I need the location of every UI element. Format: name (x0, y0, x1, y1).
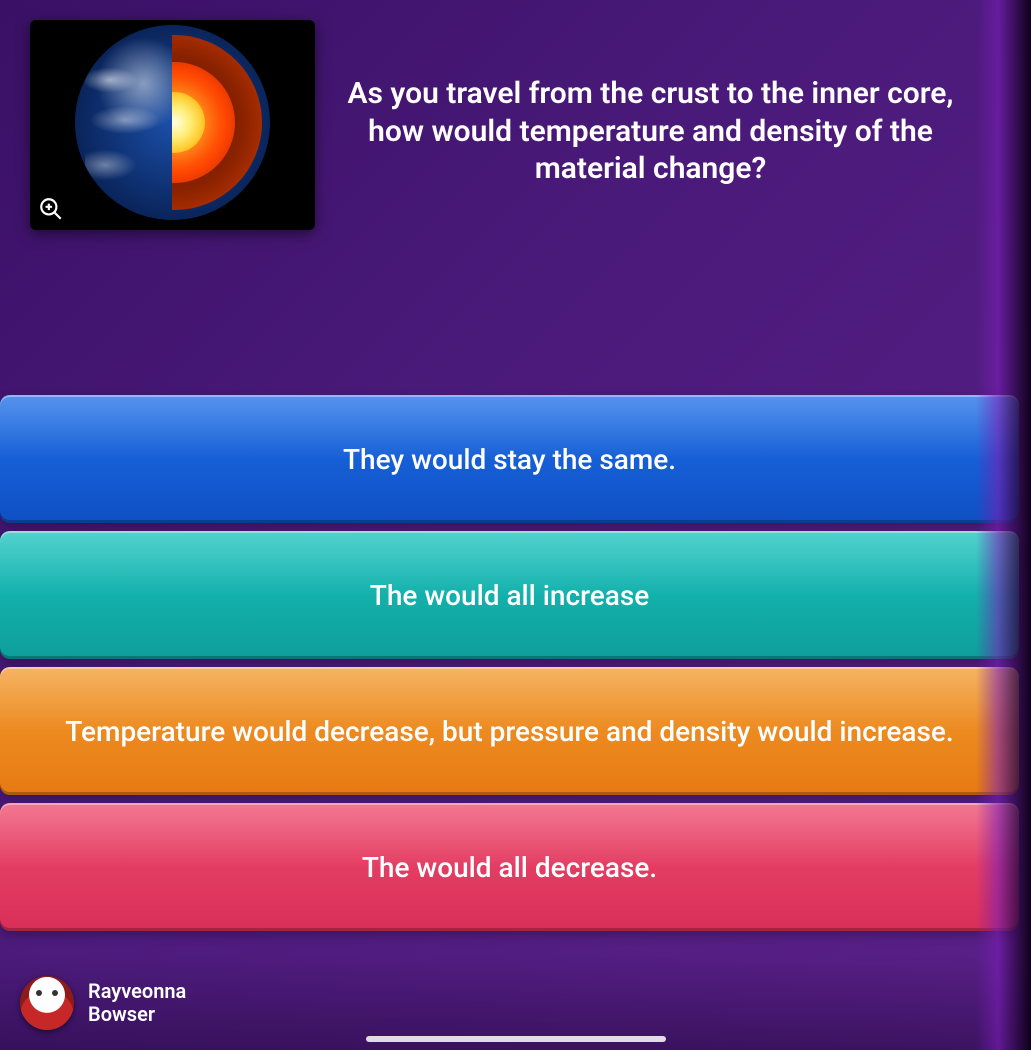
question-area: As you travel from the crust to the inne… (0, 0, 1031, 395)
player-name: Rayveonna Bowser (88, 980, 186, 1026)
answer-option-2[interactable]: The would all increase (0, 531, 1019, 659)
answer-option-label: Temperature would decrease, but pressure… (65, 715, 953, 748)
player-footer: Rayveonna Bowser (0, 955, 1031, 1050)
player-name-line1: Rayveonna (88, 980, 186, 1003)
answer-option-label: They would stay the same. (343, 443, 676, 476)
answer-option-4[interactable]: The would all decrease. (0, 803, 1019, 931)
player-avatar[interactable] (20, 976, 74, 1030)
earth-illustration (75, 25, 270, 220)
answer-option-3[interactable]: Temperature would decrease, but pressure… (0, 667, 1019, 795)
home-indicator[interactable] (366, 1036, 666, 1042)
question-image[interactable] (30, 20, 315, 230)
question-text: As you travel from the crust to the inne… (340, 20, 991, 188)
quiz-screen: As you travel from the crust to the inne… (0, 0, 1031, 1050)
answer-option-label: The would all increase (370, 579, 650, 612)
answer-list: They would stay the same. The would all … (0, 395, 1031, 931)
answer-option-label: The would all decrease. (362, 851, 657, 884)
zoom-in-icon[interactable] (38, 196, 64, 222)
player-name-line2: Bowser (88, 1003, 186, 1026)
answer-option-1[interactable]: They would stay the same. (0, 395, 1019, 523)
